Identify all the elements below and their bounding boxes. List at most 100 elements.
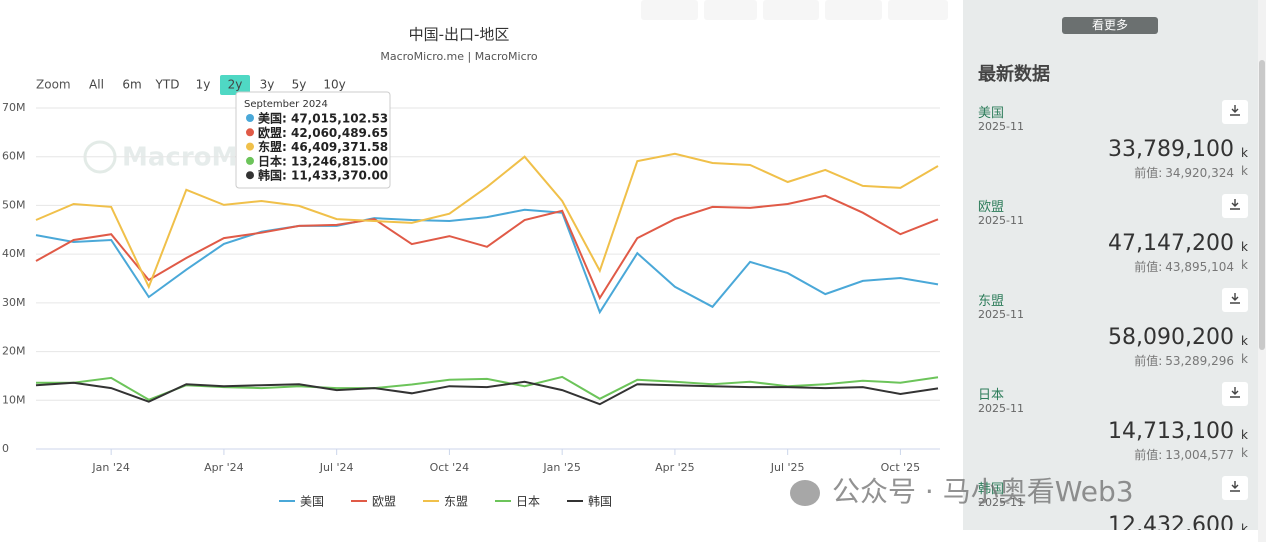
data-item: 日本 2025-11 14,713,100 k 前值: 13,004,577 k [978, 382, 1248, 472]
data-item: 美国 2025-11 33,789,100 k 前值: 34,920,324 k [978, 100, 1248, 190]
x-tick-label: Apr '24 [204, 461, 244, 474]
range-button[interactable]: All [89, 78, 104, 92]
range-button-active[interactable] [220, 75, 250, 95]
item-prev: 前值: 53,289,296 [1134, 352, 1234, 369]
tooltip-title: September 2024 [244, 99, 328, 110]
download-button[interactable] [1222, 194, 1248, 218]
sidebar-heading: 最新数据 [978, 64, 1050, 85]
tooltip-dot [246, 171, 254, 180]
tooltip-dot [246, 142, 254, 151]
download-icon [1230, 105, 1240, 116]
item-unit: k [1241, 334, 1248, 348]
data-item: 东盟 2025-11 58,090,200 k 前值: 53,289,296 k [978, 288, 1248, 378]
prev-value: 13,004,577 [1165, 448, 1234, 462]
item-name: 日本 [978, 388, 1005, 403]
wechat-icon [790, 480, 820, 506]
zoom-label: Zoom [36, 78, 71, 92]
item-value: 58,090,200 [1108, 325, 1234, 350]
item-unit: k [1241, 240, 1248, 254]
item-prev-unit: k [1241, 258, 1248, 272]
item-prev: 前值: 34,920,324 [1134, 164, 1234, 181]
legend-label[interactable]: 日本 [516, 495, 540, 509]
x-tick-label: Jul '25 [770, 461, 805, 474]
legend-label[interactable]: 韩国 [588, 494, 612, 509]
toolbar-button[interactable] [825, 0, 882, 20]
item-date: 2025-11 [978, 402, 1024, 415]
download-icon [1230, 481, 1240, 492]
range-button[interactable]: 1y [196, 78, 211, 92]
sidebar: 看更多 最新数据 美国 2025-11 33,789,100 k 前值: 34,920,3… [963, 0, 1258, 530]
data-item: 韩国 2025-11 12,432,600 k [978, 476, 1248, 530]
tooltip-item: 欧盟: 42,060,489.65 [258, 125, 388, 140]
x-tick-label: Jan '24 [91, 461, 129, 474]
overlay-watermark: 公众号 · 马小奥看Web3 [790, 470, 1134, 510]
range-button[interactable]: 10y [323, 78, 345, 92]
more-button[interactable]: 看更多 [1062, 17, 1158, 34]
prev-label: 前值: [1134, 166, 1163, 180]
tooltip-dot [246, 128, 254, 137]
legend-label[interactable]: 东盟 [444, 495, 468, 509]
toolbar-button[interactable] [641, 0, 698, 20]
prev-value: 43,895,104 [1165, 260, 1234, 274]
item-value: 47,147,200 [1108, 231, 1234, 256]
range-button[interactable]: 3y [260, 78, 275, 92]
scrollbar-thumb[interactable] [1259, 60, 1265, 350]
toolbar-button[interactable] [763, 0, 819, 20]
item-date: 2025-11 [978, 496, 1024, 509]
item-prev-unit: k [1241, 164, 1248, 178]
tooltip-item: 东盟: 46,409,371.58 [258, 139, 388, 154]
download-button[interactable] [1222, 382, 1248, 406]
series-line [35, 194, 939, 301]
range-button[interactable]: 2y [228, 78, 243, 92]
tooltip-item: 日本: 13,246,815.00 [258, 153, 388, 168]
toolbar [641, 0, 948, 20]
item-unit: k [1241, 428, 1248, 442]
tooltip-dot [246, 156, 254, 165]
tooltip-box [235, 91, 391, 189]
y-tick-label: 20M [2, 345, 26, 358]
series-line [35, 380, 939, 406]
item-prev: 前值: 43,895,104 [1134, 258, 1234, 275]
item-name: 欧盟 [978, 200, 1005, 215]
series-line [35, 152, 939, 290]
prev-label: 前值: [1134, 354, 1163, 368]
legend-label[interactable]: 美国 [300, 495, 324, 509]
chart: 中国-出口-地区 MacroMicro.me | MacroMicro Zoom… [2, 0, 948, 509]
overlay-watermark-text: 公众号 · 马小奥看Web3 [832, 475, 1134, 508]
item-date: 2025-11 [978, 308, 1024, 321]
range-button[interactable]: YTD [155, 78, 180, 92]
prev-value: 53,289,296 [1165, 354, 1234, 368]
prev-value: 34,920,324 [1165, 166, 1234, 180]
y-tick-label: 10M [2, 393, 26, 406]
item-name: 韩国 [978, 482, 1005, 497]
toolbar-button[interactable] [888, 0, 948, 20]
toolbar-button[interactable] [704, 0, 757, 20]
y-tick-label: 0 [2, 442, 9, 455]
x-tick-label: Oct '25 [881, 461, 921, 474]
download-button[interactable] [1222, 100, 1248, 124]
y-tick-label: 40M [2, 247, 26, 260]
chart-title: 中国-出口-地区 [409, 26, 510, 44]
item-unit: k [1241, 522, 1248, 530]
item-name: 美国 [978, 106, 1005, 121]
download-button[interactable] [1222, 288, 1248, 312]
range-button[interactable]: 5y [292, 78, 307, 92]
download-icon [1230, 199, 1240, 210]
item-name: 东盟 [978, 294, 1005, 309]
download-button[interactable] [1222, 476, 1248, 500]
download-icon [1230, 293, 1240, 304]
series-line [35, 208, 939, 315]
x-tick-label: Jan '25 [542, 461, 580, 474]
tooltip-item: 美国: 47,015,102.53 [258, 111, 388, 126]
range-button[interactable]: 6m [122, 78, 141, 92]
y-tick-label: 60M [2, 150, 26, 163]
y-tick-label: 30M [2, 296, 26, 309]
download-icon [1230, 387, 1240, 398]
prev-label: 前值: [1134, 260, 1163, 274]
tooltip-item: 韩国: 11,433,370.00 [258, 168, 388, 183]
item-prev-unit: k [1241, 352, 1248, 366]
tooltip-dot [246, 114, 254, 122]
legend-label[interactable]: 欧盟 [372, 495, 396, 509]
x-tick-label: Jul '24 [319, 461, 354, 474]
item-value: 14,713,100 [1108, 419, 1234, 444]
